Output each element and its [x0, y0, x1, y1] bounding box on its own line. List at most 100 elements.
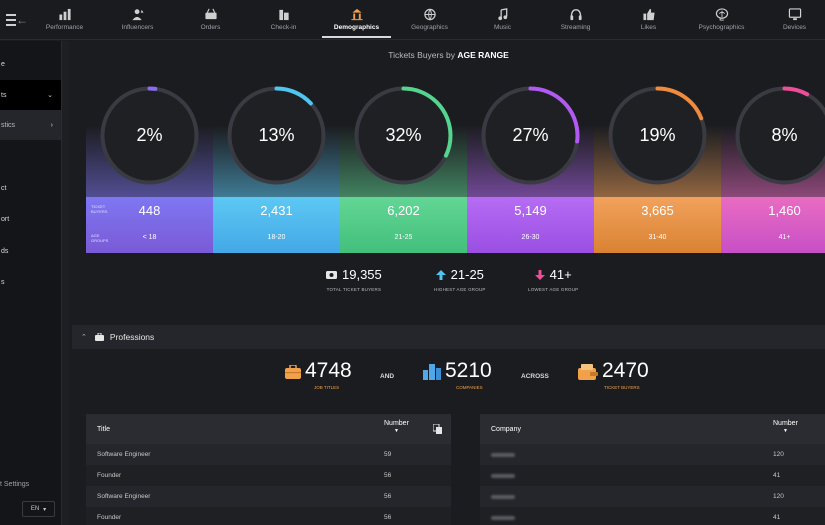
table-row[interactable]: Software Engineer 56: [86, 486, 451, 507]
arrow-up-icon: [435, 269, 446, 280]
tab-demographics[interactable]: Demographics: [320, 0, 393, 40]
tab-music[interactable]: Music: [466, 0, 539, 40]
age-range-title: Tickets Buyers by AGE RANGE: [72, 50, 825, 60]
age-percent: 13%: [258, 125, 295, 145]
briefcase-icon: [94, 333, 104, 341]
sidebar-item-6[interactable]: s: [0, 267, 61, 297]
headphones-icon: [569, 9, 582, 21]
sidebar-item-2[interactable]: stics ›: [0, 110, 61, 140]
tab-check-in[interactable]: Check-in: [247, 0, 320, 40]
table-row[interactable]: 120: [480, 444, 825, 465]
sidebar-item-label: ds: [1, 247, 9, 255]
age-progress-ring: [735, 86, 825, 185]
row-company-redacted: [491, 514, 515, 522]
table-body: Software Engineer 59 Founder 56 Software Eng…: [86, 444, 451, 525]
age-band: 2,431 18-20: [213, 197, 340, 253]
sidebar-item-label: stics: [1, 121, 15, 129]
back-arrow-icon[interactable]: ←: [16, 12, 28, 27]
stat-lowest-group: 41+ LOWEST AGE GROUP: [528, 267, 578, 292]
sidebar: e ts ⌄ stics › ct ort ds s t Settings EN ▾: [0, 41, 61, 525]
column-title[interactable]: Title: [97, 426, 110, 433]
age-progress-ring: [100, 86, 199, 185]
sidebar-item-label: s: [1, 278, 5, 286]
briefcase-icon: [285, 365, 301, 379]
companies-label: COMPANIES: [456, 385, 483, 390]
music-note-icon: [497, 8, 507, 21]
stat-highest-label: HIGHEST AGE GROUP: [434, 287, 486, 292]
across-label: ACROSS: [521, 373, 549, 380]
job-titles-table: Title Number ▼ Software Engineer 59 Founder…: [86, 414, 451, 525]
table-row[interactable]: Founder 56: [86, 465, 451, 486]
brain-icon: [715, 8, 728, 21]
table-row[interactable]: 120: [480, 486, 825, 507]
sidebar-settings-link[interactable]: t Settings: [0, 481, 30, 488]
row-title: Software Engineer: [97, 451, 151, 458]
tab-likes[interactable]: Likes: [612, 0, 685, 40]
age-percent: 2%: [136, 125, 163, 145]
sidebar-item-5[interactable]: ds: [0, 236, 61, 266]
stat-total-label: TOTAL TICKET BUYERS: [326, 287, 382, 292]
bar-chart-icon: [58, 8, 71, 21]
monitor-icon: [788, 8, 801, 21]
language-select[interactable]: EN ▾: [22, 501, 55, 517]
age-group-column: 13% 2,431 18-20: [213, 77, 340, 253]
hamburger-menu-icon[interactable]: [4, 9, 16, 31]
age-range-label: 41+: [778, 234, 791, 241]
age-title-strong: AGE RANGE: [457, 50, 509, 60]
row-company-redacted: [491, 493, 515, 501]
age-range-label: 18-20: [267, 234, 286, 241]
table-row[interactable]: Software Engineer 59: [86, 444, 451, 465]
row-number: 59: [384, 451, 392, 458]
age-percent: 19%: [639, 125, 676, 145]
globe-icon: [423, 8, 436, 21]
tab-bar: Performance Influencers Orders Check-in Demo…: [28, 0, 825, 40]
tab-influencers[interactable]: Influencers: [101, 0, 174, 40]
tab-geographics[interactable]: Geographics: [393, 0, 466, 40]
thumbs-up-icon: [642, 8, 655, 21]
age-band: 6,202 21-25: [340, 197, 467, 253]
sidebar-item-label: ct: [1, 184, 7, 192]
top-nav: ← Performance Influencers Orders Check-in De…: [0, 0, 825, 40]
table-row[interactable]: Founder 56: [86, 507, 451, 525]
sidebar-item-1[interactable]: ts ⌄: [0, 80, 61, 110]
copy-icon[interactable]: [433, 424, 442, 434]
tab-psychographics[interactable]: Psychographics: [685, 0, 758, 40]
tab-label: Demographics: [333, 24, 380, 31]
tab-orders[interactable]: Orders: [174, 0, 247, 40]
arrow-down-icon: [534, 269, 545, 280]
tab-devices[interactable]: Devices: [758, 0, 825, 40]
age-progress-ring: [227, 86, 326, 185]
sidebar-item-0[interactable]: e: [0, 49, 61, 79]
tab-label: Influencers: [121, 24, 154, 31]
sidebar-item-dot[interactable]: [0, 142, 61, 172]
job-titles-count: 4748: [305, 359, 352, 382]
tab-label: Check-in: [270, 24, 297, 31]
column-number[interactable]: Number ▼: [773, 420, 798, 434]
tab-streaming[interactable]: Streaming: [539, 0, 612, 40]
table-row[interactable]: 41: [480, 507, 825, 525]
row-title: Founder: [97, 472, 122, 479]
chevron-up-icon[interactable]: ⌃: [81, 334, 87, 341]
age-buyer-count: 6,202: [387, 203, 420, 218]
stat-highest-group: 21-25 HIGHEST AGE GROUP: [434, 267, 486, 292]
chevron-right-icon: ›: [50, 121, 53, 129]
sidebar-item-3[interactable]: ct: [0, 173, 61, 203]
age-progress-ring: [481, 86, 580, 185]
stat-total-buyers: 19,355 TOTAL TICKET BUYERS: [326, 267, 382, 292]
age-buyer-count: 448: [138, 203, 161, 218]
professions-header[interactable]: ⌃ Professions: [72, 325, 825, 349]
table-row[interactable]: 41: [480, 465, 825, 486]
companies-count: 5210: [445, 359, 492, 382]
sidebar-item-4[interactable]: ort: [0, 204, 61, 234]
column-company[interactable]: Company: [491, 426, 521, 433]
row-number: 56: [384, 493, 392, 500]
age-buyer-count: 1,460: [768, 203, 801, 218]
column-number[interactable]: Number ▼: [384, 420, 409, 434]
stat-lowest-value: 41+: [549, 267, 572, 282]
companies-stat: 5210 COMPANIES: [423, 359, 492, 390]
age-percent: 32%: [385, 125, 422, 145]
age-group-column: 27% 5,149 26-30: [467, 77, 594, 253]
tab-label: Music: [494, 24, 511, 31]
tab-performance[interactable]: Performance: [28, 0, 101, 40]
